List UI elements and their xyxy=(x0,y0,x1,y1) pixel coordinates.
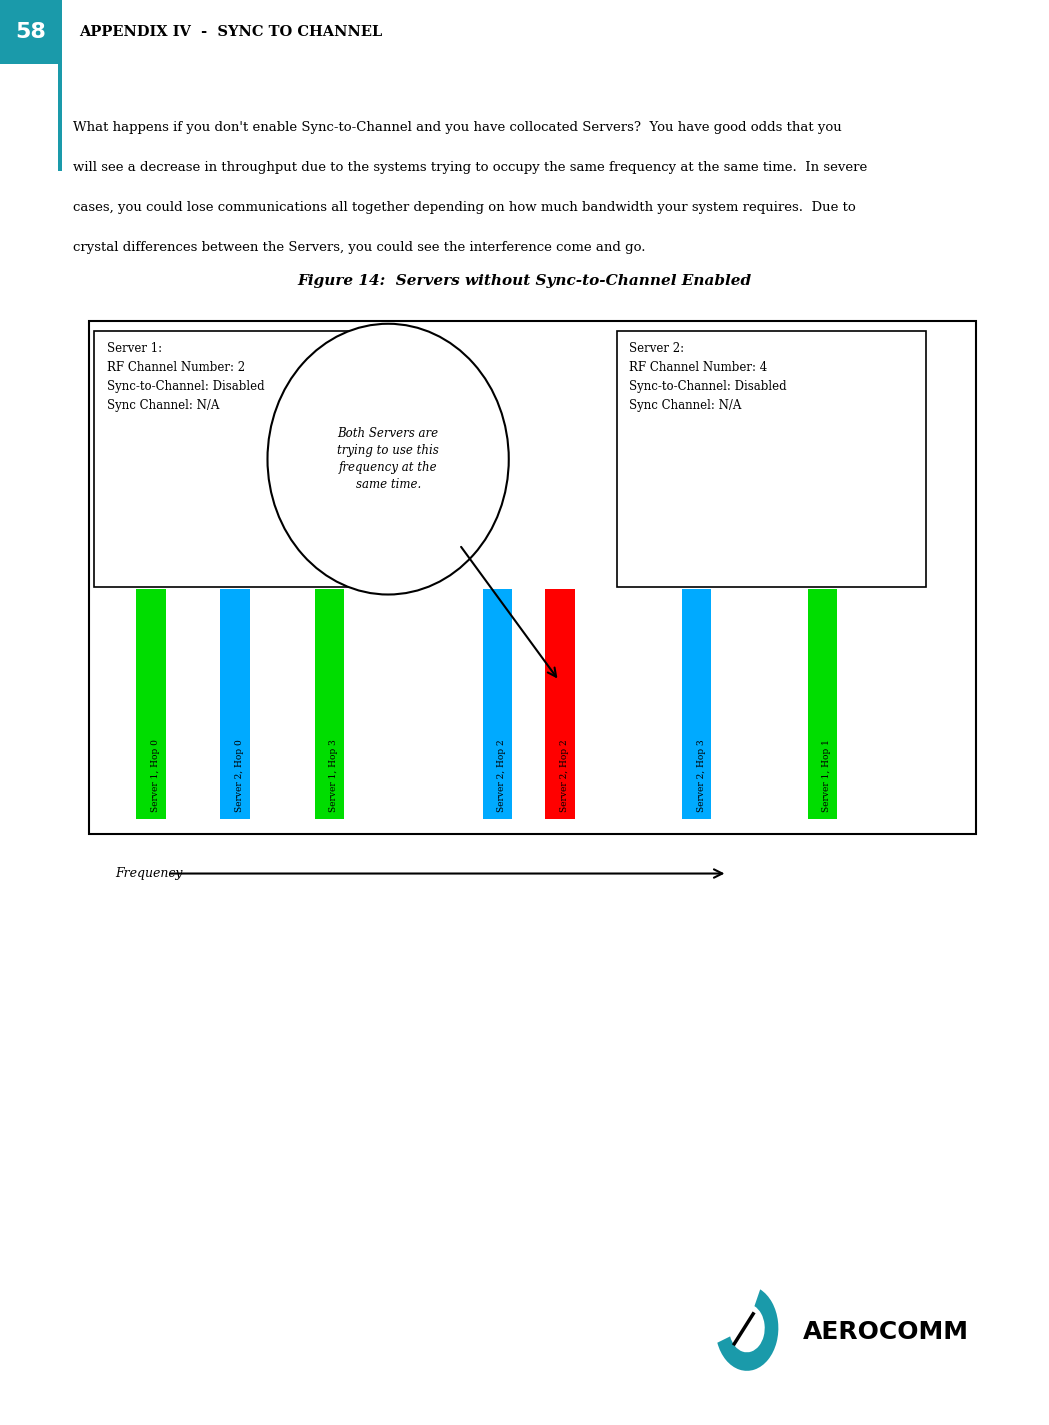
Text: Server 1:
RF Channel Number: 2
Sync-to-Channel: Disabled
Sync Channel: N/A: Server 1: RF Channel Number: 2 Sync-to-C… xyxy=(107,342,264,412)
Text: Server 2, Hop 3: Server 2, Hop 3 xyxy=(697,740,706,812)
Text: APPENDIX IV  -  SYNC TO CHANNEL: APPENDIX IV - SYNC TO CHANNEL xyxy=(79,26,382,38)
FancyBboxPatch shape xyxy=(94,331,404,587)
FancyBboxPatch shape xyxy=(483,589,512,819)
Text: will see a decrease in throughput due to the systems trying to occupy the same f: will see a decrease in throughput due to… xyxy=(73,161,868,174)
FancyBboxPatch shape xyxy=(58,0,62,171)
Text: Server 1, Hop 0: Server 1, Hop 0 xyxy=(151,740,160,812)
Text: Server 2:
RF Channel Number: 4
Sync-to-Channel: Disabled
Sync Channel: N/A: Server 2: RF Channel Number: 4 Sync-to-C… xyxy=(629,342,787,412)
Text: Server 2, Hop 0: Server 2, Hop 0 xyxy=(235,740,244,812)
Text: Figure 14:  Servers without Sync-to-Channel Enabled: Figure 14: Servers without Sync-to-Chann… xyxy=(298,274,751,288)
FancyBboxPatch shape xyxy=(617,331,926,587)
Wedge shape xyxy=(718,1290,778,1371)
FancyBboxPatch shape xyxy=(220,589,250,819)
Text: crystal differences between the Servers, you could see the interference come and: crystal differences between the Servers,… xyxy=(73,241,646,254)
Text: Server 2, Hop 2: Server 2, Hop 2 xyxy=(497,740,507,812)
FancyBboxPatch shape xyxy=(89,321,976,834)
Text: What happens if you don't enable Sync-to-Channel and you have collocated Servers: What happens if you don't enable Sync-to… xyxy=(73,121,842,134)
Text: AEROCOMM: AEROCOMM xyxy=(802,1321,968,1344)
FancyBboxPatch shape xyxy=(808,589,837,819)
Text: Server 1, Hop 3: Server 1, Hop 3 xyxy=(329,740,339,812)
Text: Frequency: Frequency xyxy=(115,866,183,881)
FancyBboxPatch shape xyxy=(0,0,61,64)
FancyBboxPatch shape xyxy=(682,589,711,819)
Ellipse shape xyxy=(267,323,509,594)
Text: Both Servers are
trying to use this
frequency at the
same time.: Both Servers are trying to use this freq… xyxy=(338,428,438,492)
Text: Server 1, Hop 1: Server 1, Hop 1 xyxy=(822,740,832,812)
FancyBboxPatch shape xyxy=(136,589,166,819)
Text: 58: 58 xyxy=(15,21,46,43)
Text: Server 2, Hop 2: Server 2, Hop 2 xyxy=(560,740,570,812)
FancyBboxPatch shape xyxy=(315,589,344,819)
Text: cases, you could lose communications all together depending on how much bandwidt: cases, you could lose communications all… xyxy=(73,201,856,214)
FancyBboxPatch shape xyxy=(545,589,575,819)
